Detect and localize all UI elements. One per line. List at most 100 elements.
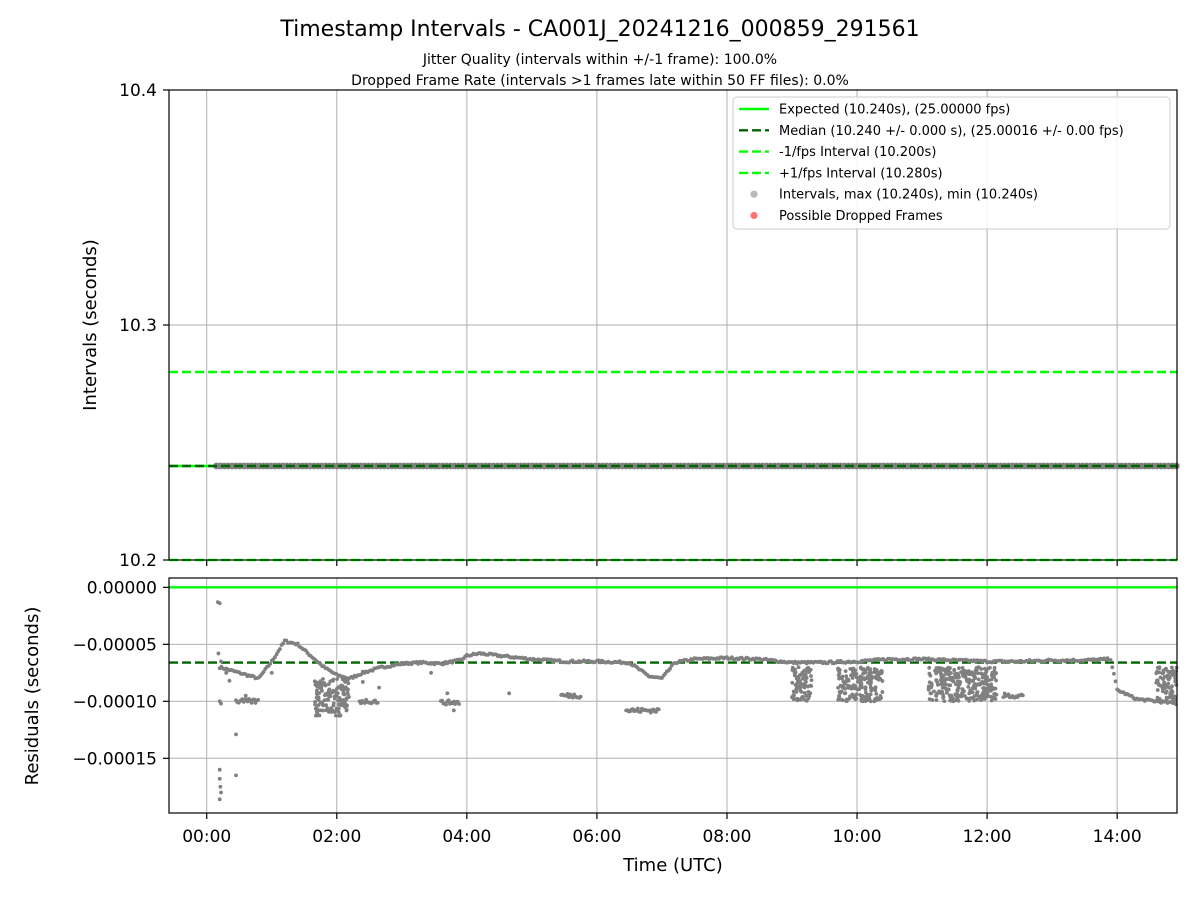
residual-scatter-point: [927, 671, 932, 676]
intervals-y-ticks: 10.2 10.3 10.4: [119, 81, 169, 571]
residual-scatter-point: [880, 670, 884, 675]
residual-scatter-point: [840, 697, 844, 702]
residual-scatter-point: [992, 675, 997, 680]
chart-title: Timestamp Intervals - CA001J_20241216_00…: [279, 17, 919, 42]
residual-scatter-point: [319, 685, 324, 690]
residual-scatter-point: [955, 692, 960, 697]
residual-scatter-point: [869, 688, 874, 693]
residual-scatter-point: [332, 694, 337, 699]
residual-scatter-point: [335, 677, 340, 681]
residual-scatter-point: [837, 671, 842, 676]
residual-outlier-point: [219, 701, 223, 706]
residual-scatter-point: [873, 688, 878, 693]
residual-scatter-point: [316, 698, 321, 703]
residual-scatter-point: [976, 671, 980, 676]
residual-scatter-point: [971, 678, 975, 683]
residual-point: [268, 662, 273, 666]
residual-scatter-point: [867, 679, 872, 684]
intervals-x-tick-marks: [206, 560, 1118, 566]
residual-scatter-point: [990, 685, 995, 690]
residual-scatter-point: [872, 699, 877, 704]
residual-scatter-point: [314, 706, 319, 710]
residual-scatter-point: [948, 694, 953, 699]
residual-scatter-point: [809, 678, 814, 683]
x-tick-label: 06:00: [572, 827, 621, 847]
residual-scatter-point: [1163, 667, 1168, 671]
residual-scatter-point: [979, 667, 984, 671]
residual-scatter-point: [969, 670, 974, 675]
residual-scatter-point: [1170, 673, 1175, 677]
intervals-y-tick-label: 10.2: [119, 551, 157, 571]
residual-scatter-point: [868, 682, 873, 687]
residual-scatter-point: [868, 692, 873, 697]
residual-scatter-point: [864, 698, 869, 703]
residual-scatter-point: [1160, 683, 1165, 688]
residual-scatter-point: [940, 675, 945, 680]
residual-scatter-point: [323, 692, 328, 696]
residual-scatter-point: [836, 698, 841, 702]
residual-scatter-point: [793, 682, 798, 687]
residual-scatter-point: [1157, 696, 1162, 701]
legend-marker: [750, 190, 758, 198]
residual-scatter-point: [849, 686, 854, 690]
residual-scatter-point: [1161, 677, 1165, 681]
residual-low-point: [440, 698, 445, 703]
residual-point: [277, 647, 282, 651]
residual-scatter-point: [951, 699, 956, 704]
residual-scatter-point: [850, 676, 855, 680]
residual-scatter-point: [336, 698, 341, 703]
residual-scatter-point: [982, 681, 986, 686]
residual-low-point: [1006, 692, 1011, 697]
residual-scatter-point: [837, 694, 842, 699]
residual-scatter-point: [343, 698, 348, 703]
residual-scatter-point: [328, 679, 333, 684]
residual-scatter-point: [956, 685, 961, 690]
residual-scatter-point: [975, 697, 979, 702]
residual-scatter-point: [1167, 695, 1172, 700]
residual-scatter-point: [945, 691, 949, 695]
residual-scatter-point: [982, 686, 987, 691]
residual-scatter-point: [961, 668, 966, 673]
residual-outlier-point: [217, 776, 222, 781]
residual-outlier-point: [217, 767, 222, 772]
residual-scatter-point: [979, 671, 984, 676]
residual-scatter-point: [1166, 677, 1171, 682]
residual-point: [1112, 671, 1116, 676]
residual-point: [273, 655, 277, 659]
residual-low-point: [656, 707, 661, 712]
residual-scatter-point: [318, 679, 323, 684]
residual-scatter-point: [1157, 683, 1162, 688]
residual-scatter-point: [968, 689, 973, 694]
residual-scatter-point: [326, 688, 331, 693]
legend-entry-label: Expected (10.240s), (25.00000 fps): [779, 103, 1010, 118]
residual-scatter-point: [796, 665, 801, 670]
residual-scatter-point: [1166, 669, 1170, 674]
residual-scatter-point: [872, 675, 877, 680]
residual-scatter-point: [951, 696, 955, 701]
residual-scatter-point: [867, 674, 872, 678]
residuals-axes-frame: [168, 577, 1178, 814]
residual-scatter-point: [840, 676, 844, 681]
residual-scatter-point: [321, 677, 325, 681]
residual-scatter-point: [880, 690, 885, 694]
residual-scatter-point: [937, 668, 942, 673]
residuals-y-tick-label: −0.00005: [72, 635, 157, 655]
residuals-x-ticks: 00:00 02:00 04:00 06:00 08:00 10:00 12:00 14:00: [182, 813, 1142, 847]
residual-scatter-point: [941, 680, 946, 685]
residual-scatter-point: [858, 665, 863, 670]
legend-entry-label: Median (10.240 +/- 0.000 s), (25.00016 +…: [779, 124, 1124, 139]
residual-scatter-point: [929, 685, 934, 690]
residual-point: [1108, 658, 1113, 662]
residual-scatter-point: [327, 691, 332, 696]
residual-low-point: [256, 698, 260, 702]
residual-scatter-point: [1170, 689, 1175, 694]
residual-scatter-point: [954, 675, 959, 680]
residual-outlier-point: [243, 693, 248, 698]
intervals-points: [169, 462, 1180, 470]
residual-scatter-point: [874, 691, 879, 696]
residual-scatter-point: [938, 671, 943, 676]
residual-scatter-point: [929, 681, 934, 686]
residual-low-point: [578, 694, 583, 699]
residual-scatter-point: [857, 687, 862, 692]
residual-scatter-point: [343, 705, 347, 709]
